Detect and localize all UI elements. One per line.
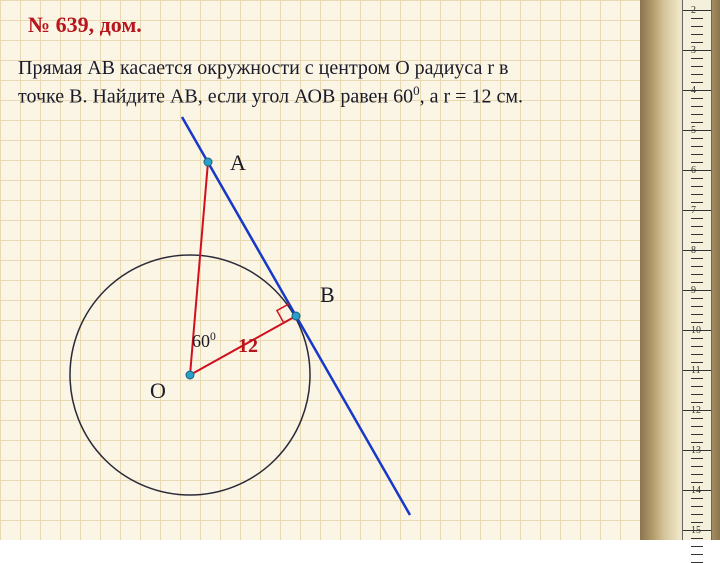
ruler-scale: 23456789101112131415: [682, 0, 712, 540]
angle-number: 60: [192, 331, 210, 351]
geometry-diagram: [0, 0, 640, 540]
label-point-b: В: [320, 282, 335, 308]
label-point-a: А: [230, 150, 246, 176]
ruler-decoration: 23456789101112131415: [640, 0, 720, 540]
label-point-o: О: [150, 378, 166, 404]
angle-degree-sup: 0: [210, 330, 216, 343]
radius-value-label: 12: [238, 335, 258, 358]
angle-value-label: 600: [192, 330, 216, 352]
